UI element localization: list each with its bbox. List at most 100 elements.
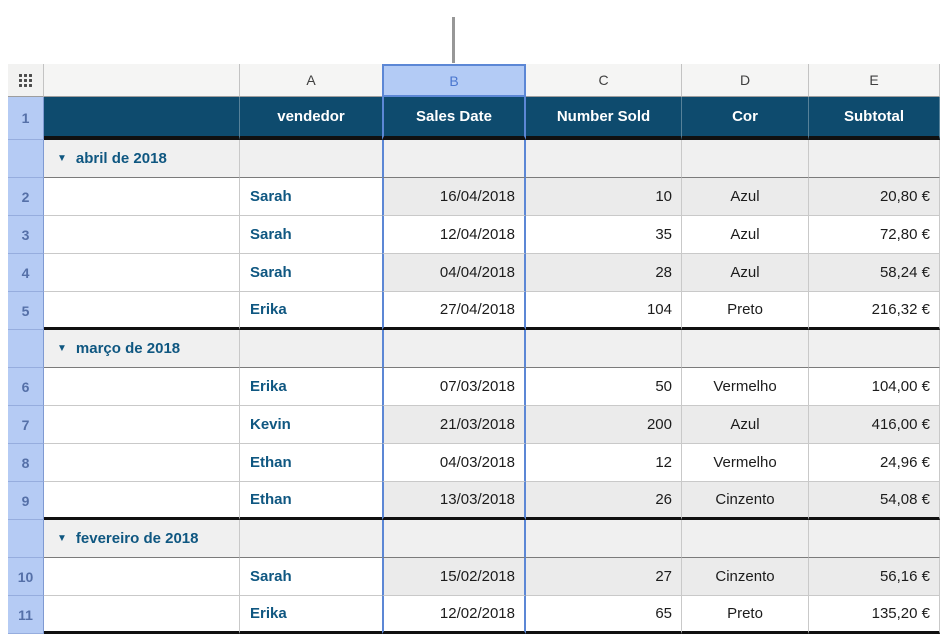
category-column-cell[interactable]: [44, 178, 240, 216]
cell-sales-date[interactable]: 04/03/2018: [382, 444, 526, 482]
category-column-cell[interactable]: [44, 444, 240, 482]
row-number[interactable]: 8: [8, 444, 44, 482]
category-cell[interactable]: [240, 330, 382, 368]
category-cell[interactable]: [240, 520, 382, 558]
cell-subtotal[interactable]: 216,32 €: [809, 292, 940, 330]
header-cell-category[interactable]: [44, 97, 240, 140]
cell-sales-date[interactable]: 13/03/2018: [382, 482, 526, 520]
cell-sales-date[interactable]: 04/04/2018: [382, 254, 526, 292]
cell-vendedor[interactable]: Erika: [240, 368, 382, 406]
header-cell-subtotal[interactable]: Subtotal: [809, 97, 940, 140]
category-cell[interactable]: [382, 330, 526, 368]
cell-sales-date[interactable]: 15/02/2018: [382, 558, 526, 596]
category-column-cell[interactable]: [44, 254, 240, 292]
cell-cor[interactable]: Azul: [682, 216, 809, 254]
category-cell[interactable]: [809, 330, 940, 368]
category-cell[interactable]: [526, 140, 682, 178]
disclosure-triangle-icon[interactable]: ▼: [57, 532, 67, 544]
row-number[interactable]: 5: [8, 292, 44, 330]
cell-subtotal[interactable]: 24,96 €: [809, 444, 940, 482]
column-header-B-selected[interactable]: B: [382, 64, 526, 97]
cell-number-sold[interactable]: 50: [526, 368, 682, 406]
row-number-blank[interactable]: [8, 140, 44, 178]
cell-number-sold[interactable]: 10: [526, 178, 682, 216]
cell-sales-date[interactable]: 21/03/2018: [382, 406, 526, 444]
category-cell[interactable]: [240, 140, 382, 178]
cell-cor[interactable]: Azul: [682, 406, 809, 444]
cell-number-sold[interactable]: 26: [526, 482, 682, 520]
cell-cor[interactable]: Preto: [682, 292, 809, 330]
category-column-cell[interactable]: [44, 558, 240, 596]
row-number[interactable]: 3: [8, 216, 44, 254]
cell-number-sold[interactable]: 27: [526, 558, 682, 596]
category-label-cell[interactable]: ▼ março de 2018: [44, 330, 240, 368]
cell-number-sold[interactable]: 12: [526, 444, 682, 482]
cell-subtotal[interactable]: 54,08 €: [809, 482, 940, 520]
column-header-C[interactable]: C: [526, 64, 682, 97]
row-number-blank[interactable]: [8, 330, 44, 368]
category-column-cell[interactable]: [44, 406, 240, 444]
cell-vendedor[interactable]: Ethan: [240, 444, 382, 482]
cell-sales-date[interactable]: 07/03/2018: [382, 368, 526, 406]
category-cell[interactable]: [382, 140, 526, 178]
header-cell-vendedor[interactable]: vendedor: [240, 97, 382, 140]
row-number-blank[interactable]: [8, 520, 44, 558]
cell-vendedor[interactable]: Kevin: [240, 406, 382, 444]
row-number[interactable]: 4: [8, 254, 44, 292]
cell-subtotal[interactable]: 56,16 €: [809, 558, 940, 596]
disclosure-triangle-icon[interactable]: ▼: [57, 342, 67, 354]
category-column-cell[interactable]: [44, 596, 240, 634]
cell-vendedor[interactable]: Erika: [240, 292, 382, 330]
category-cell[interactable]: [809, 140, 940, 178]
cell-vendedor[interactable]: Sarah: [240, 216, 382, 254]
cell-vendedor[interactable]: Ethan: [240, 482, 382, 520]
row-number[interactable]: 2: [8, 178, 44, 216]
header-cell-cor[interactable]: Cor: [682, 97, 809, 140]
cell-cor[interactable]: Cinzento: [682, 482, 809, 520]
column-header-E[interactable]: E: [809, 64, 940, 97]
table-handle[interactable]: [8, 64, 44, 97]
category-label-cell[interactable]: ▼ fevereiro de 2018: [44, 520, 240, 558]
cell-cor[interactable]: Vermelho: [682, 368, 809, 406]
cell-number-sold[interactable]: 35: [526, 216, 682, 254]
category-cell[interactable]: [526, 330, 682, 368]
cell-subtotal[interactable]: 135,20 €: [809, 596, 940, 634]
cell-sales-date[interactable]: 16/04/2018: [382, 178, 526, 216]
category-cell[interactable]: [682, 330, 809, 368]
cell-subtotal[interactable]: 20,80 €: [809, 178, 940, 216]
header-cell-sales-date[interactable]: Sales Date: [382, 97, 526, 140]
cell-cor[interactable]: Vermelho: [682, 444, 809, 482]
row-number[interactable]: 10: [8, 558, 44, 596]
cell-cor[interactable]: Azul: [682, 178, 809, 216]
cell-cor[interactable]: Preto: [682, 596, 809, 634]
cell-vendedor[interactable]: Sarah: [240, 254, 382, 292]
cell-subtotal[interactable]: 58,24 €: [809, 254, 940, 292]
category-column-cell[interactable]: [44, 292, 240, 330]
cell-number-sold[interactable]: 65: [526, 596, 682, 634]
column-header-D[interactable]: D: [682, 64, 809, 97]
disclosure-triangle-icon[interactable]: ▼: [57, 152, 67, 164]
cell-cor[interactable]: Azul: [682, 254, 809, 292]
cell-sales-date[interactable]: 12/04/2018: [382, 216, 526, 254]
cell-subtotal[interactable]: 72,80 €: [809, 216, 940, 254]
cell-subtotal[interactable]: 416,00 €: [809, 406, 940, 444]
cell-number-sold[interactable]: 104: [526, 292, 682, 330]
row-number[interactable]: 7: [8, 406, 44, 444]
column-header-A[interactable]: A: [240, 64, 382, 97]
category-cell[interactable]: [682, 520, 809, 558]
cell-vendedor[interactable]: Erika: [240, 596, 382, 634]
cell-cor[interactable]: Cinzento: [682, 558, 809, 596]
category-cell[interactable]: [382, 520, 526, 558]
cell-vendedor[interactable]: Sarah: [240, 558, 382, 596]
cell-number-sold[interactable]: 28: [526, 254, 682, 292]
row-number[interactable]: 1: [8, 97, 44, 140]
category-cell[interactable]: [526, 520, 682, 558]
column-header-category[interactable]: [44, 64, 240, 97]
row-number[interactable]: 11: [8, 596, 44, 634]
category-cell[interactable]: [809, 520, 940, 558]
category-column-cell[interactable]: [44, 368, 240, 406]
category-label-cell[interactable]: ▼ abril de 2018: [44, 140, 240, 178]
category-column-cell[interactable]: [44, 482, 240, 520]
row-number[interactable]: 6: [8, 368, 44, 406]
row-number[interactable]: 9: [8, 482, 44, 520]
